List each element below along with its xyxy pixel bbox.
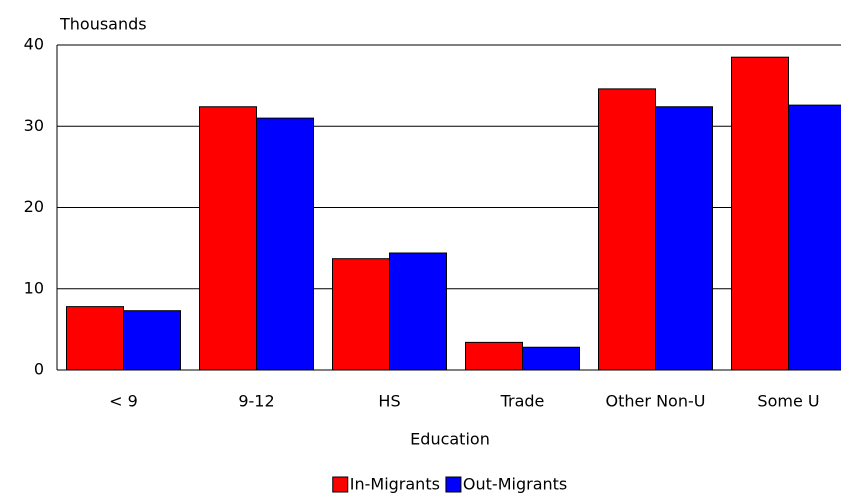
x-axis-label: Education xyxy=(410,430,490,449)
y-axis-label: Thousands xyxy=(59,15,147,34)
bar xyxy=(66,306,124,371)
legend-label: Out-Migrants xyxy=(463,475,567,494)
legend-swatch xyxy=(332,476,349,493)
bar xyxy=(123,310,181,371)
y-tick-label: 30 xyxy=(24,116,44,135)
bar xyxy=(199,106,257,371)
x-tick-label: Other Non-U xyxy=(606,392,706,411)
x-tick-label: 9-12 xyxy=(238,392,274,411)
bar xyxy=(598,88,656,371)
bar xyxy=(389,252,447,371)
y-tick-label: 10 xyxy=(24,278,44,297)
bar xyxy=(256,117,314,371)
bar xyxy=(332,258,390,371)
y-tick-label: 20 xyxy=(24,197,44,216)
y-tick-label: 0 xyxy=(34,360,44,379)
y-tick-label: 40 xyxy=(24,35,44,54)
x-tick-label: HS xyxy=(378,392,400,411)
bar xyxy=(522,346,580,371)
bar xyxy=(655,106,713,371)
bar xyxy=(788,104,841,371)
legend-swatch xyxy=(445,476,462,493)
x-tick-label: < 9 xyxy=(109,392,138,411)
x-tick-label: Trade xyxy=(500,392,545,411)
x-tick-label: Some U xyxy=(757,392,819,411)
legend-label: In-Migrants xyxy=(350,475,440,494)
bar xyxy=(731,56,789,371)
bar xyxy=(465,341,523,371)
